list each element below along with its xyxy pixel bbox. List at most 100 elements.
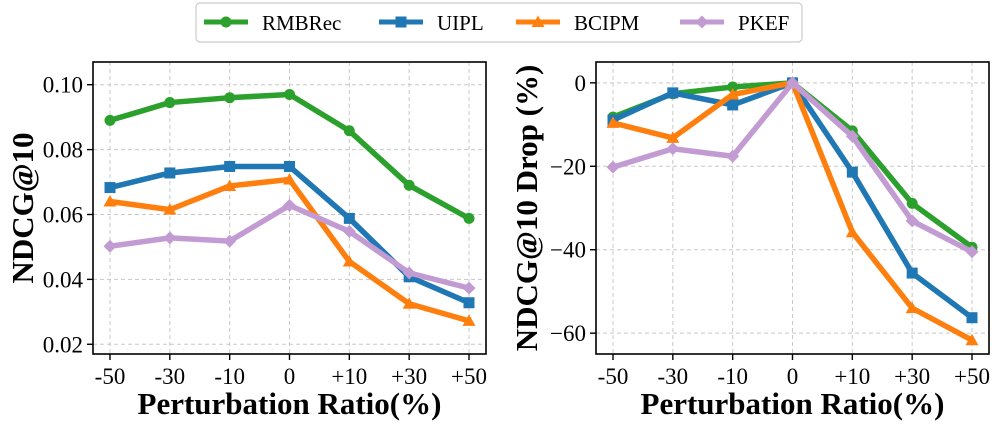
- chart-ndcg-point-bcipm: [223, 179, 237, 191]
- chart-ndcg-drop-x-tick-label: +10: [834, 364, 870, 389]
- chart-ndcg-drop-grid: [596, 62, 989, 354]
- legend-marker-diamond-icon: [695, 15, 709, 29]
- chart-ndcg: 0.020.040.060.080.10-50 -30 -10 0 +10 +30 +50 …: [5, 61, 487, 421]
- chart-ndcg-y-axis-title: NDCG@10: [5, 132, 40, 283]
- legend-marker-circle-icon: [220, 16, 232, 28]
- legend-marker-square-icon: [395, 16, 407, 28]
- chart-ndcg-drop-point-bcipm: [965, 333, 979, 346]
- chart-ndcg-drop-point-pkef: [666, 142, 680, 156]
- chart-ndcg-point-pkef: [223, 234, 237, 248]
- chart-ndcg-point-bcipm: [103, 195, 117, 207]
- legend-entry-uipl: UIPL: [379, 11, 484, 35]
- legend-marker-triangle-icon: [531, 15, 545, 27]
- chart-ndcg-drop-point-pkef: [726, 149, 740, 163]
- chart-ndcg-drop-point-pkef: [786, 76, 799, 90]
- chart-ndcg-drop-point-uipl: [966, 312, 978, 324]
- chart-ndcg-y-tick-label: 0.10: [43, 73, 83, 98]
- chart-ndcg-series-bcipm: [103, 172, 476, 326]
- chart-ndcg-point-bcipm: [462, 314, 476, 326]
- legend-label-uipl: UIPL: [437, 11, 484, 35]
- chart-ndcg-drop-point-rmbrec: [906, 197, 918, 209]
- legend-entry-rmbrec: RMBRec: [204, 11, 341, 35]
- chart-ndcg-drop-series: [606, 76, 979, 346]
- chart-ndcg-drop-point-bcipm: [845, 225, 859, 238]
- chart-ndcg-point-rmbrec: [224, 92, 236, 104]
- chart-ndcg-point-pkef: [402, 266, 416, 280]
- chart-ndcg-x-tick-label: 0: [284, 364, 296, 389]
- chart-ndcg-drop-point-uipl: [667, 87, 679, 99]
- chart-ndcg-drop-point-bcipm: [905, 301, 919, 314]
- legend-entry-pkef: PKEF: [680, 11, 789, 35]
- legend-frame: [195, 2, 803, 43]
- chart-ndcg-drop-x-axis-title: Perturbation Ratio(%): [641, 386, 945, 421]
- chart-ndcg-drop-x-tick-label: -50: [598, 364, 629, 389]
- chart-ndcg-point-rmbrec: [284, 88, 295, 100]
- chart-ndcg-ticks: 0.02 0.04 0.06 0.08 0.10 -50 -30 -10 0 +10 +30 +50: [43, 73, 487, 389]
- chart-ndcg-point-uipl: [343, 212, 355, 224]
- chart-ndcg-drop-point-pkef: [905, 214, 919, 228]
- chart-ndcg-y-tick-label: 0.04: [43, 267, 84, 292]
- chart-ndcg-point-rmbrec: [463, 212, 475, 224]
- chart-ndcg-drop-x-tick-label: -30: [657, 364, 688, 389]
- chart-ndcg-series: [103, 88, 476, 326]
- chart-ndcg-x-tick-label: +10: [331, 364, 367, 389]
- chart-ndcg-drop-point-uipl: [906, 267, 918, 279]
- chart-ndcg-drop-point-pkef: [606, 160, 620, 174]
- chart-ndcg-point-uipl: [224, 160, 236, 172]
- chart-ndcg-point-pkef: [462, 281, 476, 295]
- chart-ndcg-point-bcipm: [402, 297, 416, 309]
- chart-ndcg-point-bcipm: [342, 255, 356, 267]
- chart-ndcg-drop-ticks: −60 −40 −20 0 -50 -30 -10 0 +10 +30 +50: [550, 71, 990, 389]
- chart-ndcg-drop-point-rmbrec: [727, 81, 739, 93]
- chart-ndcg-point-rmbrec: [403, 179, 415, 191]
- chart-ndcg-drop-y-tick-label: −60: [550, 321, 586, 346]
- chart-ndcg-grid: [93, 62, 486, 354]
- chart-ndcg-point-pkef: [163, 231, 177, 245]
- chart-ndcg-point-rmbrec: [104, 114, 116, 126]
- legend-label-bcipm: BCIPM: [574, 11, 640, 35]
- chart-ndcg-drop-y-axis-title: NDCG@10 Drop (%): [509, 65, 544, 352]
- chart-ndcg-point-bcipm: [163, 203, 177, 215]
- chart-ndcg-point-pkef: [342, 224, 356, 238]
- legend-label-pkef: PKEF: [738, 11, 789, 35]
- chart-ndcg-series-rmbrec: [104, 88, 475, 224]
- chart-ndcg-y-tick-label: 0.06: [43, 202, 83, 227]
- chart-ndcg-drop-x-tick-label: -10: [717, 364, 748, 389]
- chart-ndcg-x-tick-label: +50: [451, 364, 487, 389]
- legend-entry-bcipm: BCIPM: [516, 11, 640, 35]
- chart-ndcg-point-pkef: [283, 198, 296, 212]
- chart-ndcg-point-uipl: [463, 297, 475, 309]
- chart-ndcg-series-pkef: [103, 198, 476, 295]
- chart-ndcg-drop-series-pkef: [606, 76, 979, 259]
- chart-ndcg-drop-point-uipl: [846, 166, 858, 178]
- chart-ndcg-drop-y-tick-label: −20: [550, 154, 586, 179]
- chart-ndcg-x-tick-label: -30: [154, 364, 185, 389]
- chart-ndcg-drop-y-tick-label: 0: [575, 71, 587, 96]
- chart-ndcg-x-tick-label: -50: [95, 364, 126, 389]
- chart-ndcg-x-axis-title: Perturbation Ratio(%): [138, 386, 442, 421]
- legend: RMBRec UIPL BCIPM PKEF: [195, 2, 803, 43]
- legend-label-rmbrec: RMBRec: [262, 11, 341, 35]
- chart-ndcg-point-uipl: [164, 167, 176, 179]
- chart-ndcg-drop-point-bcipm: [726, 88, 740, 100]
- chart-ndcg-point-rmbrec: [164, 97, 176, 109]
- chart-ndcg-drop-x-tick-label: +30: [894, 364, 930, 389]
- chart-ndcg-drop-point-pkef: [845, 129, 859, 143]
- chart-ndcg-drop-x-tick-label: +50: [954, 364, 990, 389]
- chart-ndcg-point-uipl: [104, 182, 116, 194]
- chart-ndcg-point-uipl: [284, 160, 295, 172]
- chart-ndcg-x-tick-label: +30: [391, 364, 427, 389]
- chart-ndcg-point-rmbrec: [343, 125, 355, 137]
- chart-ndcg-drop-point-uipl: [727, 99, 739, 111]
- chart-ndcg-y-tick-label: 0.02: [43, 332, 83, 357]
- chart-ndcg-point-bcipm: [283, 172, 296, 185]
- chart-ndcg-point-pkef: [103, 239, 117, 253]
- chart-ndcg-drop-x-tick-label: 0: [787, 364, 799, 389]
- chart-ndcg-drop: −60 −40 −20 0 -50 -30 -10 0 +10 +30 +50 Perturbati…: [509, 61, 990, 421]
- chart-ndcg-x-tick-label: -10: [214, 364, 245, 389]
- chart-ndcg-drop-point-bcipm: [666, 131, 680, 143]
- chart-ndcg-drop-point-bcipm: [606, 116, 620, 128]
- chart-ndcg-y-tick-label: 0.08: [43, 138, 83, 163]
- chart-ndcg-drop-y-tick-label: −40: [550, 238, 586, 263]
